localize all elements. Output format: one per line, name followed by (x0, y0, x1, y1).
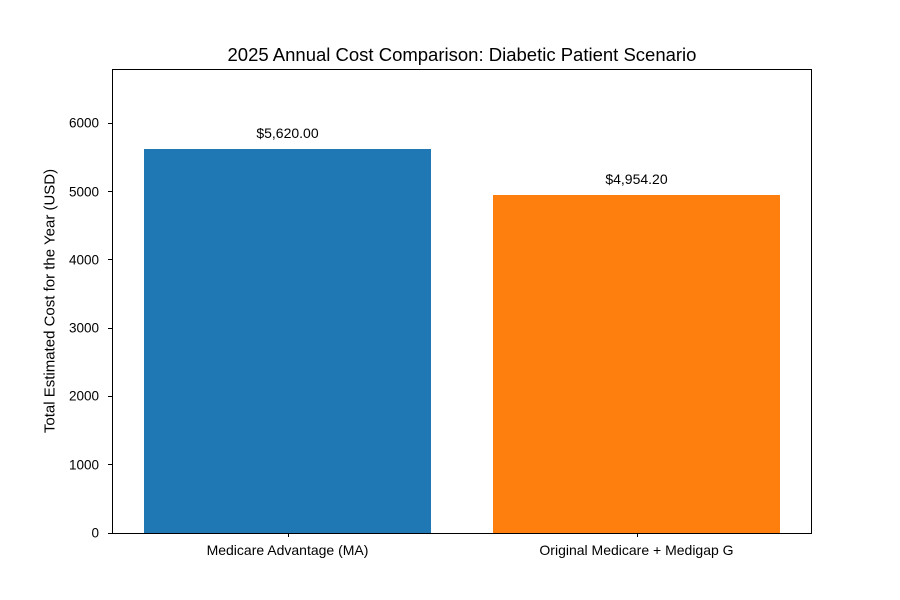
y-tick-mark (108, 259, 112, 261)
x-tick-mark (636, 533, 638, 537)
y-tick-label: 2000 (68, 388, 99, 404)
y-tick-label: 4000 (68, 252, 99, 268)
y-tick-mark (108, 191, 112, 193)
y-tick-label: 3000 (68, 320, 99, 336)
y-tick-mark (108, 122, 112, 124)
bar-value-label: $5,620.00 (256, 125, 319, 142)
x-category-label: Medicare Advantage (MA) (206, 542, 369, 558)
x-tick-mark (287, 533, 289, 537)
y-tick-mark (108, 395, 112, 397)
y-tick-label: 0 (91, 525, 99, 541)
bar-0 (144, 149, 431, 533)
y-tick-mark (108, 464, 112, 466)
y-tick-mark (108, 327, 112, 329)
bar-value-label: $4,954.20 (605, 170, 668, 187)
y-tick-label: 1000 (68, 457, 99, 473)
y-tick-label: 6000 (68, 115, 99, 131)
y-tick-mark (108, 532, 112, 534)
bar-1 (493, 194, 780, 533)
chart-title: 2025 Annual Cost Comparison: Diabetic Pa… (227, 44, 697, 65)
y-tick-label: 5000 (68, 184, 99, 200)
plot-area: $5,620.00 Medicare Advantage (MA) $4,954.2… (69, 69, 812, 558)
x-category-label: Original Medicare + Medigap G (539, 542, 734, 558)
y-axis-label: Total Estimated Cost for the Year (USD) (41, 168, 59, 434)
